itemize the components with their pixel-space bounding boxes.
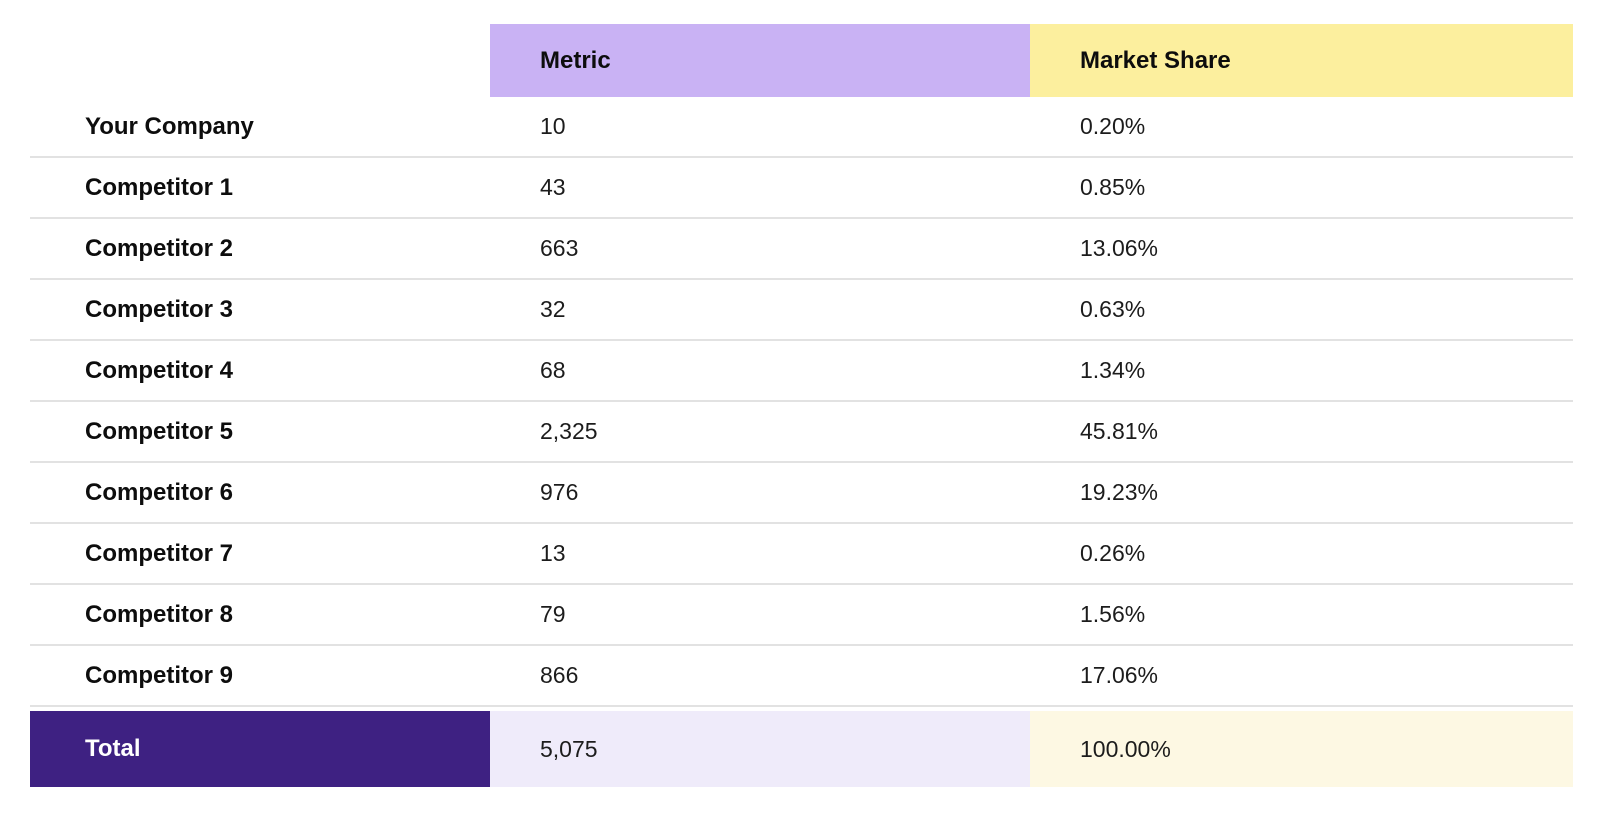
metric-value: 13: [540, 540, 566, 566]
table-row-your-company: Your Company 10 0.20%: [30, 97, 1573, 158]
metric-column-header: Metric: [540, 46, 611, 74]
row-label: Competitor 7: [85, 539, 234, 567]
metric-value: 43: [540, 174, 566, 200]
share-value: 0.85%: [1080, 174, 1146, 200]
total-share-value: 100.00%: [1030, 711, 1573, 787]
row-label: Competitor 4: [85, 356, 234, 384]
header-cell-market-share: Market Share: [1030, 24, 1573, 97]
metric-value: 976: [540, 479, 579, 505]
row-label: Competitor 8: [85, 600, 234, 628]
metric-value: 79: [540, 601, 566, 627]
share-value: 13.06%: [1080, 235, 1159, 261]
header-row: Metric Market Share: [30, 24, 1573, 97]
table-row-competitor-7: Competitor 7 13 0.26%: [30, 524, 1573, 585]
table-row-competitor-6: Competitor 6 976 19.23%: [30, 463, 1573, 524]
metric-value: 2,325: [540, 418, 598, 444]
share-value: 19.23%: [1080, 479, 1159, 505]
total-metric-value: 5,075: [490, 711, 1030, 787]
metric-value: 68: [540, 357, 566, 383]
header-cell-metric: Metric: [490, 24, 1030, 97]
share-value: 0.20%: [1080, 113, 1146, 139]
row-label: Competitor 9: [85, 661, 234, 689]
metric-value: 866: [540, 662, 579, 688]
table-row-competitor-4: Competitor 4 68 1.34%: [30, 341, 1573, 402]
share-value: 1.56%: [1080, 601, 1146, 627]
row-label: Competitor 6: [85, 478, 234, 506]
table-row-competitor-3: Competitor 3 32 0.63%: [30, 280, 1573, 341]
metric-value: 32: [540, 296, 566, 322]
row-label: Your Company: [85, 112, 254, 140]
table-row-competitor-5: Competitor 5 2,325 45.81%: [30, 402, 1573, 463]
row-label: Competitor 1: [85, 173, 234, 201]
table-row-competitor-1: Competitor 1 43 0.85%: [30, 158, 1573, 219]
header-blank-cell: [30, 24, 490, 97]
share-value: 17.06%: [1080, 662, 1159, 688]
row-label: Competitor 3: [85, 295, 234, 323]
share-value: 45.81%: [1080, 418, 1159, 444]
table-total-row: Total 5,075 100.00%: [30, 711, 1573, 787]
table-row-competitor-8: Competitor 8 79 1.56%: [30, 585, 1573, 646]
table-row-competitor-2: Competitor 2 663 13.06%: [30, 219, 1573, 280]
market-share-table: Metric Market Share Your Company 10 0.20…: [30, 24, 1573, 787]
share-value: 0.63%: [1080, 296, 1146, 322]
metric-value: 10: [540, 113, 566, 139]
row-label: Competitor 2: [85, 234, 234, 262]
row-label: Competitor 5: [85, 417, 234, 445]
share-value: 1.34%: [1080, 357, 1146, 383]
table-row-competitor-9: Competitor 9 866 17.06%: [30, 646, 1573, 707]
metric-value: 663: [540, 235, 579, 261]
market-share-column-header: Market Share: [1080, 46, 1231, 74]
share-value: 0.26%: [1080, 540, 1146, 566]
total-row-label: Total: [30, 711, 490, 787]
